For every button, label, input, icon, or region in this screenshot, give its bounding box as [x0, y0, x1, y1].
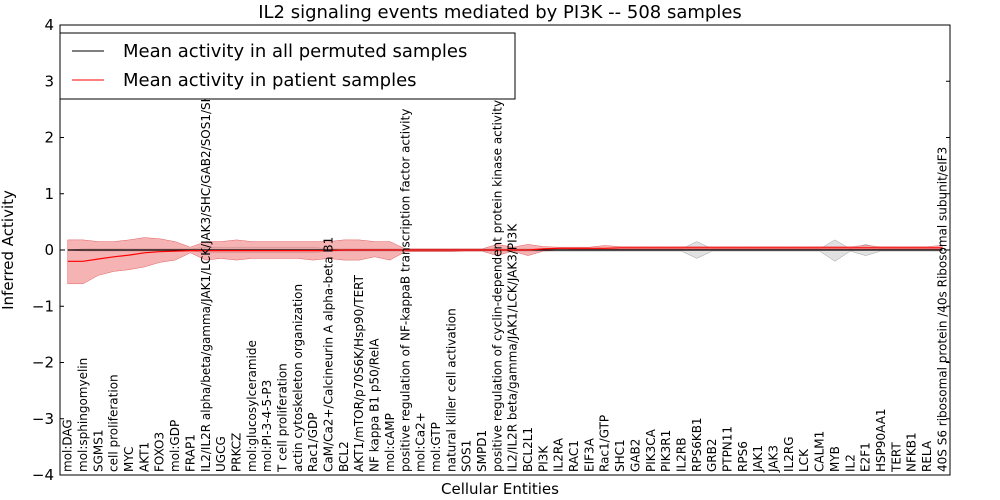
x-tick-label: RELA	[920, 440, 934, 472]
x-tick-label: GRB2	[705, 438, 719, 472]
x-tick-label: mol:glucosylceramide	[245, 340, 259, 472]
x-tick-label: RPS6	[736, 441, 750, 472]
x-tick-label: LCK	[797, 448, 811, 472]
x-tick-label: TERT	[889, 442, 903, 473]
x-tick-label: mol:DAG	[61, 419, 75, 472]
x-tick-label: AKT1	[137, 442, 151, 472]
x-tick-label: positive regulation of NF-kappaB transcr…	[398, 109, 412, 472]
x-tick-label: PRKCZ	[230, 433, 244, 472]
category-labels: mol:DAG mol:sphingomyelin SGMS1 cell prolif…	[61, 41, 950, 473]
x-tick-label: IL2RA	[552, 437, 566, 472]
plot-frame	[59, 24, 951, 476]
x-tick-label: PI3K	[536, 445, 550, 472]
y-tick-label: −2	[32, 354, 54, 372]
x-tick-label: natural killer cell activation	[444, 308, 458, 472]
x-tick-label: SHC1	[613, 439, 627, 472]
x-tick-label: T cell proliferation	[276, 363, 290, 473]
y-tick-label: 2	[44, 129, 54, 147]
y-tick-label: 1	[44, 185, 54, 203]
legend: Mean activity in all permuted samples Me…	[59, 32, 516, 100]
x-tick-label: MYB	[828, 446, 842, 472]
x-tick-label: RPS6KB1	[690, 417, 704, 472]
y-tick-label: 4	[44, 16, 54, 34]
x-tick-label: IL2	[843, 454, 857, 472]
x-tick-label: JAK3	[767, 445, 781, 473]
x-tick-label: CALM1	[813, 431, 827, 472]
x-tick-label: PTPN11	[721, 426, 735, 472]
y-tick-label: 3	[44, 72, 54, 90]
x-tick-label: UGCG	[214, 436, 228, 472]
x-tick-label: E2F1	[859, 442, 873, 472]
x-tick-label: mol:GTP	[429, 422, 443, 472]
x-tick-label: SOS1	[460, 440, 474, 472]
x-tick-label: GAB2	[628, 439, 642, 472]
x-tick-label: mol:cAMP	[383, 413, 397, 472]
chart-title: IL2 signaling events mediated by PI3K --…	[258, 2, 742, 23]
x-tick-label: mol:sphingomyelin	[76, 358, 90, 472]
x-tick-label: PIK3CA	[644, 428, 658, 472]
x-tick-label: JAK1	[751, 445, 765, 473]
y-tick-label: −1	[32, 297, 54, 315]
x-tick-label: BCL2	[337, 441, 351, 472]
x-tick-label: positive regulation of cyclin-dependent …	[490, 100, 504, 472]
legend-label-permuted: Mean activity in all permuted samples	[123, 41, 467, 62]
x-tick-label: FRAP1	[183, 434, 197, 472]
x-tick-label: 40S S6 ribosomal protein /40s Ribosomal …	[935, 147, 949, 472]
x-tick-label: IL2/IL2R alpha/beta/gamma/JAK1/LCK/JAK3/…	[199, 41, 213, 472]
x-tick-label: MYC	[122, 447, 136, 472]
x-tick-label: SGMS1	[91, 429, 105, 472]
x-tick-label: SMPD1	[475, 430, 489, 472]
series-line-patient	[67, 247, 943, 262]
x-tick-label: EIF3A	[582, 437, 596, 472]
y-axis-label: Inferred Activity	[0, 190, 17, 310]
x-tick-label: NFKB1	[905, 432, 919, 472]
y-tick-label: −3	[32, 410, 54, 428]
series-lines	[67, 247, 943, 262]
x-tick-label: Rac1/GDP	[306, 413, 320, 472]
x-tick-label: IL2RB	[675, 438, 689, 472]
x-tick-label: BCL2L1	[521, 427, 535, 472]
x-tick-label: FOXO3	[153, 432, 167, 472]
x-tick-label: cell proliferation	[107, 374, 121, 472]
x-tick-label: NF kappa B1 p50/RelA	[368, 338, 382, 472]
x-tick-label: mol:Ca2+	[414, 412, 428, 472]
x-tick-label: actin cytoskeleton organization	[291, 284, 305, 472]
legend-label-patient: Mean activity in patient samples	[123, 70, 417, 91]
y-tick-label: 0	[44, 241, 54, 259]
x-tick-label: AKT1/mTOR/p70S6K/Hsp90/TERT	[352, 274, 366, 472]
x-tick-label: RAC1	[567, 440, 581, 472]
x-tick-label: IL2RG	[782, 437, 796, 473]
y-axis-ticks: −4 −3 −2 −1 0 1 2 3 4	[32, 16, 950, 484]
x-tick-label: IL2/IL2R beta/gamma/JAK1/LCK/JAK3/PI3K	[506, 223, 520, 472]
x-tick-label: mol:PI-3-4-5-P3	[260, 380, 274, 472]
x-tick-label: CaM/Ca2+/Calcineurin A alpha-beta B1	[322, 237, 336, 472]
x-tick-label: HSP90AA1	[874, 408, 888, 472]
x-tick-label: mol:GDP	[168, 420, 182, 472]
legend-box	[59, 32, 516, 100]
y-tick-label: −4	[32, 466, 54, 484]
x-tick-label: Rac1/GTP	[598, 415, 612, 472]
x-axis-label: Cellular Entities	[441, 480, 559, 498]
x-tick-label: PIK3R1	[659, 430, 673, 472]
